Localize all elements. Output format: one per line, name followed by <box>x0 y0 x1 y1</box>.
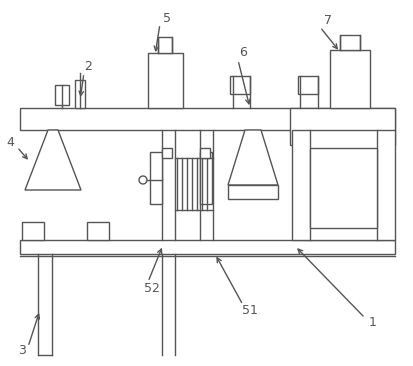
Polygon shape <box>228 130 277 185</box>
Polygon shape <box>25 130 81 190</box>
Bar <box>289 108 394 145</box>
Text: 4: 4 <box>6 137 14 149</box>
Bar <box>75 80 85 108</box>
Text: 5: 5 <box>163 11 171 25</box>
Circle shape <box>139 176 147 184</box>
Bar <box>230 76 249 94</box>
Bar <box>158 37 171 53</box>
Bar <box>199 148 209 158</box>
Text: 51: 51 <box>242 303 257 317</box>
Text: 6: 6 <box>238 46 246 60</box>
Bar <box>87 222 109 240</box>
Bar <box>199 152 211 204</box>
Bar <box>161 148 171 158</box>
Bar <box>329 50 369 108</box>
Bar <box>20 108 394 130</box>
Bar <box>22 222 44 240</box>
Bar <box>228 185 277 199</box>
Text: 1: 1 <box>368 315 376 329</box>
Bar <box>55 85 69 105</box>
Text: 52: 52 <box>144 281 159 295</box>
Bar <box>339 35 359 50</box>
Bar <box>147 53 183 108</box>
Text: 2: 2 <box>84 60 92 74</box>
Bar <box>20 240 394 254</box>
Text: 7: 7 <box>323 14 331 26</box>
Bar <box>297 76 317 94</box>
Bar <box>291 130 394 240</box>
Text: 3: 3 <box>18 344 26 356</box>
Bar <box>309 148 376 228</box>
Bar <box>150 152 161 204</box>
